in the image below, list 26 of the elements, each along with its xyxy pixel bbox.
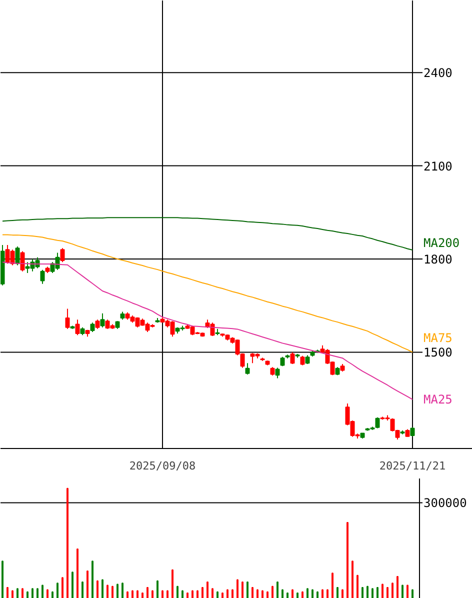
candlestick [60,248,65,263]
series-label: MA75 [424,331,452,346]
candlestick [280,356,285,367]
candlestick [95,319,100,330]
candlestick [20,250,25,272]
series-label: MA25 [424,392,452,406]
y-tick-label: 2100 [424,159,452,174]
candlestick [40,269,45,284]
candlestick [65,308,70,330]
candlestick [100,312,105,328]
candlestick [245,362,250,376]
candlestick [75,319,80,336]
candlestick [275,367,280,379]
candlestick [290,352,295,364]
candlestick [15,246,20,266]
text: 300000 [424,496,467,510]
line-series [2,217,413,250]
y-tick-label: 2400 [424,66,452,80]
y-tick-label: 1500 [424,346,452,360]
x-tick-label: 2025/09/08 [129,460,196,472]
line-series [2,234,413,353]
candlestick [410,426,415,437]
x-tick-label: 2025/11/21 [379,460,446,472]
series-label: MA200 [424,236,460,250]
candlestick [90,322,95,332]
y-tick-label: 1800 [424,252,452,266]
